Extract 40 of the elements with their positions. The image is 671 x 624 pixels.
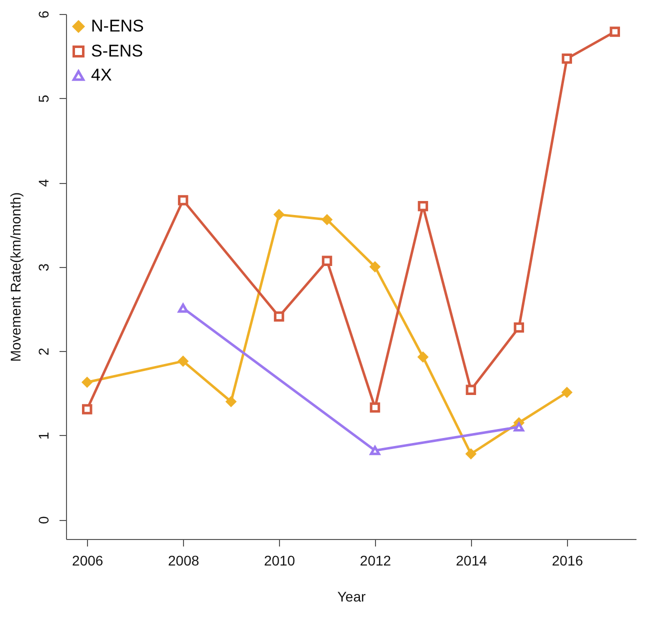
point: [418, 201, 428, 212]
y-tick-label: 0: [36, 516, 52, 524]
point: [82, 377, 92, 388]
point: [178, 356, 188, 366]
x-tick-label: 2008: [168, 552, 200, 568]
x-axis-title: Year: [337, 588, 366, 604]
x-tick-label: 2014: [456, 552, 488, 568]
point: [418, 352, 428, 362]
point: [466, 384, 476, 395]
point: [178, 195, 188, 206]
point: [370, 402, 380, 413]
x-tick-label: 2010: [264, 552, 296, 568]
y-tick-label: 6: [36, 10, 52, 18]
x-tick-label: 2012: [360, 552, 392, 568]
legend-label: N-ENS: [91, 16, 144, 36]
x-tick-label: 2016: [552, 552, 584, 568]
point: [562, 387, 572, 398]
point: [514, 422, 524, 432]
point: [370, 262, 380, 272]
point: [82, 404, 92, 414]
point: [322, 256, 332, 266]
y-tick-label: 2: [36, 347, 52, 356]
point: [370, 446, 380, 456]
y-tick-label: 5: [36, 94, 52, 103]
point: [274, 209, 284, 220]
y-axis-title: Movement Rate(km/month): [8, 192, 24, 362]
point: [610, 26, 620, 37]
y-tick-label: 1: [36, 432, 52, 440]
legend-label: 4X: [91, 66, 112, 84]
x-tick-label: 2006: [72, 552, 104, 568]
point: [562, 54, 572, 64]
point: [274, 311, 284, 322]
point: [178, 303, 188, 313]
y-tick-label: 4: [36, 178, 52, 187]
point: [322, 214, 332, 225]
y-tick-label: 3: [36, 263, 52, 272]
legend-label: S-ENS: [91, 42, 143, 60]
point: [466, 448, 476, 460]
point: [514, 322, 524, 333]
point: [226, 396, 236, 407]
